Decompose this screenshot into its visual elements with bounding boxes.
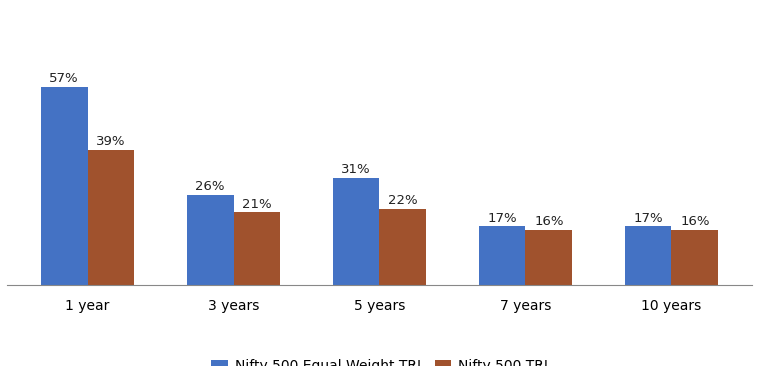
Text: 39%: 39% xyxy=(96,135,126,148)
Bar xyxy=(332,178,380,285)
Bar xyxy=(625,226,672,285)
Text: 57%: 57% xyxy=(49,72,79,85)
Text: 17%: 17% xyxy=(633,212,663,225)
Text: 17%: 17% xyxy=(487,212,517,225)
Bar xyxy=(479,226,525,285)
Text: 22%: 22% xyxy=(388,194,417,207)
Text: 21%: 21% xyxy=(242,198,272,210)
Bar xyxy=(525,230,572,285)
Bar xyxy=(234,212,280,285)
Legend: Nifty 500 Equal Weight TRI, Nifty 500 TRI: Nifty 500 Equal Weight TRI, Nifty 500 TR… xyxy=(206,354,553,366)
Bar xyxy=(41,87,87,285)
Bar xyxy=(187,195,234,285)
Bar xyxy=(380,209,427,285)
Text: 26%: 26% xyxy=(195,180,225,193)
Text: 16%: 16% xyxy=(680,215,710,228)
Bar xyxy=(672,230,718,285)
Text: 16%: 16% xyxy=(534,215,564,228)
Bar xyxy=(87,150,134,285)
Text: 31%: 31% xyxy=(342,163,371,176)
